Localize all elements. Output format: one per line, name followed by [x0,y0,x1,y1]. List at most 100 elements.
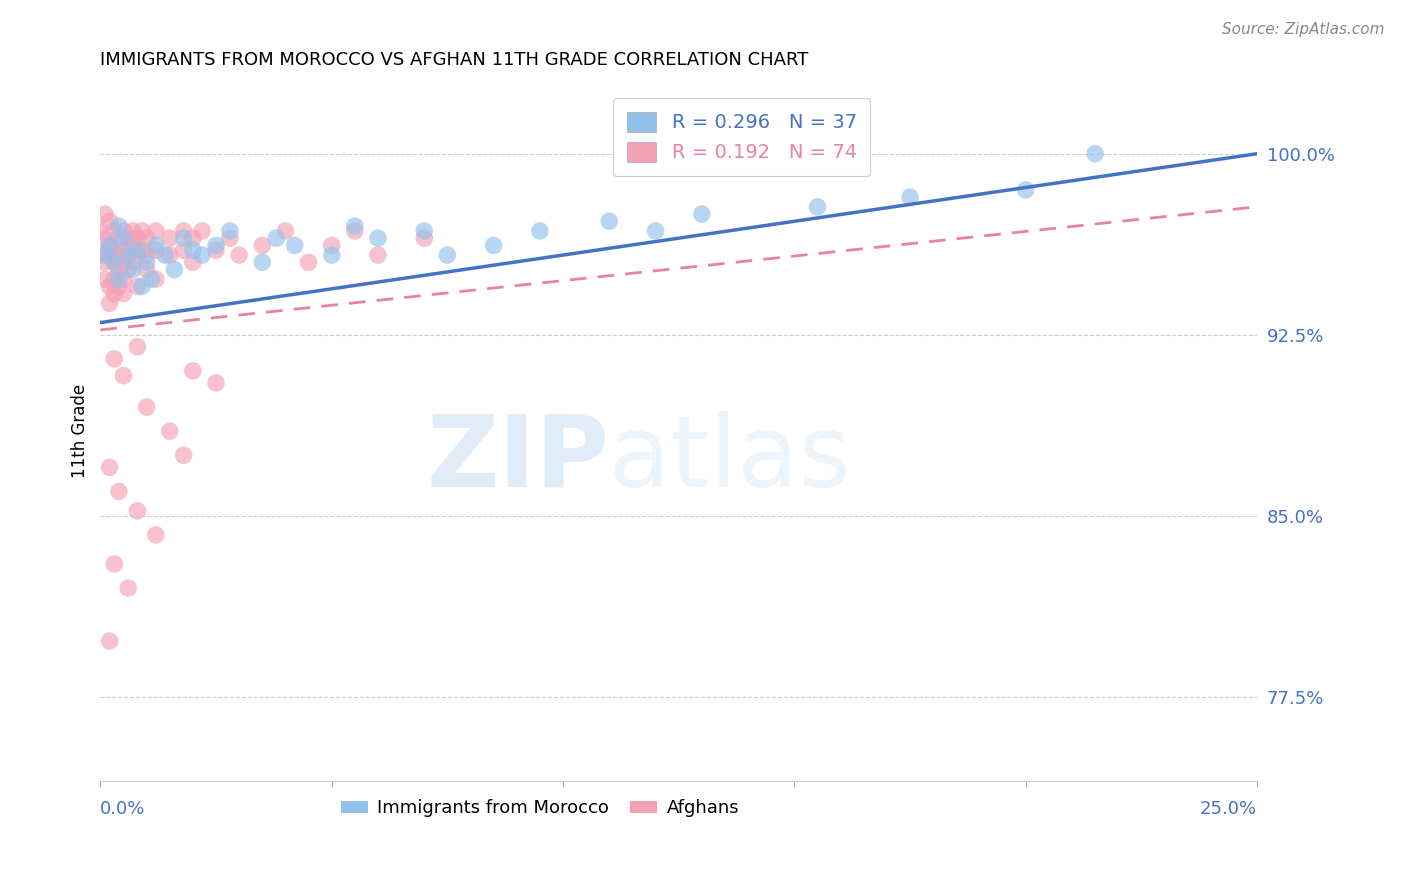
Point [343,219,366,233]
Point [108,248,131,262]
Point [108,219,131,233]
Point [94,248,117,262]
Point [112,255,135,269]
Point [103,557,125,571]
Point [94,272,117,286]
Point [121,255,143,269]
Point [112,231,135,245]
Point [163,262,186,277]
Point [529,224,551,238]
Point [413,224,436,238]
Point [173,224,195,238]
Point [145,244,167,258]
Point [644,224,666,238]
Point [135,248,157,262]
Point [108,484,131,499]
Point [117,231,139,245]
Point [98,238,121,252]
Point [252,255,274,269]
Point [94,207,117,221]
Point [159,248,181,262]
Point [284,238,307,252]
Point [127,504,149,518]
Point [127,279,149,293]
Text: 25.0%: 25.0% [1199,800,1257,818]
Text: 0.0%: 0.0% [100,800,146,818]
Point [98,460,121,475]
Point [131,279,153,293]
Point [367,248,389,262]
Point [135,231,157,245]
Point [173,231,195,245]
Point [806,200,828,214]
Point [191,248,214,262]
Point [228,248,250,262]
Point [103,255,125,269]
Point [108,231,131,245]
Point [121,224,143,238]
Point [108,279,131,293]
Point [598,214,620,228]
Point [173,448,195,462]
Point [98,634,121,648]
Point [181,255,204,269]
Point [98,296,121,310]
Point [127,340,149,354]
Point [321,248,343,262]
Text: atlas: atlas [609,410,851,508]
Point [108,262,131,277]
Point [205,238,228,252]
Point [135,255,157,269]
Point [117,248,139,262]
Point [413,231,436,245]
Point [135,400,157,414]
Point [321,238,343,252]
Point [264,231,287,245]
Text: ZIP: ZIP [426,410,609,508]
Point [98,214,121,228]
Y-axis label: 11th Grade: 11th Grade [72,384,89,478]
Point [343,224,366,238]
Point [145,224,167,238]
Point [112,272,135,286]
Point [131,224,153,238]
Point [112,286,135,301]
Point [117,581,139,595]
Point [252,238,274,252]
Point [145,272,167,286]
Point [141,272,163,286]
Point [108,272,131,286]
Point [1084,146,1107,161]
Point [121,238,143,252]
Point [181,244,204,258]
Point [121,262,143,277]
Point [191,224,214,238]
Point [219,224,242,238]
Point [98,279,121,293]
Point [98,238,121,252]
Point [145,238,167,252]
Point [112,244,135,258]
Point [127,231,149,245]
Point [103,244,125,258]
Point [205,244,228,258]
Point [205,376,228,390]
Point [127,244,149,258]
Point [898,190,921,204]
Point [117,262,139,277]
Point [297,255,319,269]
Text: Source: ZipAtlas.com: Source: ZipAtlas.com [1222,22,1385,37]
Point [112,224,135,238]
Point [153,248,176,262]
Point [112,368,135,383]
Point [173,244,195,258]
Point [181,364,204,378]
Point [103,224,125,238]
Point [127,248,149,262]
Point [219,231,242,245]
Point [135,262,157,277]
Point [274,224,297,238]
Point [181,231,204,245]
Point [103,272,125,286]
Point [159,424,181,438]
